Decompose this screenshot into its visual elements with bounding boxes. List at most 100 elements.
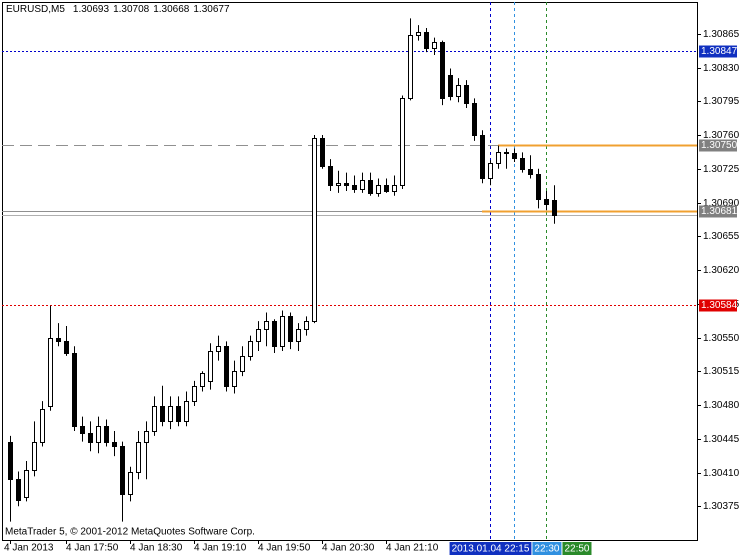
plot-border <box>2 2 698 541</box>
candle-body <box>40 409 45 443</box>
x-tick-label: 4 Jan 21:10 <box>386 543 439 554</box>
vline-label: 22:30 <box>534 544 559 555</box>
level-box <box>699 45 737 58</box>
x-tick-label: 4 Jan 17:50 <box>66 543 119 554</box>
candle-body <box>232 371 237 387</box>
x-tick-label: 4 Jan 20:30 <box>322 543 375 554</box>
y-tick-label: 1.30480 <box>703 400 740 411</box>
candle-body <box>320 138 325 167</box>
last-high: 1.30708 <box>113 4 150 15</box>
candle-body <box>384 185 389 192</box>
candle-body <box>200 373 205 387</box>
candle-body <box>440 42 445 99</box>
level-box <box>699 205 737 218</box>
x-tick-label: 4 Jan 19:50 <box>258 543 311 554</box>
candle-body <box>400 98 405 186</box>
vline-label: 2013.01.04 22:15 <box>452 544 530 555</box>
symbol: EURUSD,M5 <box>6 4 65 15</box>
candle-body <box>432 42 437 49</box>
candle-body <box>240 356 245 372</box>
y-tick-label: 1.30375 <box>703 501 740 512</box>
last-low: 1.30668 <box>153 4 190 15</box>
candle-body <box>64 341 69 354</box>
vline-label: 22:50 <box>564 544 589 555</box>
y-tick-label: 1.30410 <box>703 468 740 479</box>
candle-body <box>368 180 373 194</box>
candle-body <box>312 138 317 322</box>
candle-body <box>464 85 469 104</box>
candle-body <box>8 442 13 480</box>
y-tick-label: 1.30865 <box>703 29 740 40</box>
y-tick-label: 1.30550 <box>703 333 740 344</box>
candle-body <box>128 472 133 495</box>
candle-body <box>456 85 461 97</box>
candle-body <box>328 166 333 186</box>
candle-body <box>112 442 117 447</box>
candle-body <box>288 316 293 342</box>
candle-body <box>280 316 285 347</box>
candle-body <box>336 183 341 186</box>
level-label: 1.30681 <box>701 206 738 217</box>
vline-box <box>449 542 532 555</box>
y-tick-label: 1.30620 <box>703 265 740 276</box>
candle-body <box>24 470 29 498</box>
candle-body <box>376 185 381 194</box>
candle-body <box>424 32 429 49</box>
y-tick-label: 1.30515 <box>703 366 740 377</box>
x-tick-label: 4 Jan 19:10 <box>194 543 247 554</box>
last-open: 1.30693 <box>73 4 110 15</box>
candle-body <box>136 442 141 473</box>
candle-body <box>168 406 173 422</box>
candle-body <box>304 321 309 330</box>
candle-body <box>520 158 525 170</box>
candle-body <box>496 152 501 164</box>
candle-body <box>104 426 109 443</box>
candle-body <box>264 321 269 330</box>
candle-body <box>16 479 21 501</box>
candle-body <box>56 338 61 342</box>
y-tick-label: 1.30725 <box>703 164 740 175</box>
y-tick-label: 1.30655 <box>703 231 740 242</box>
y-tick-label: 1.30690 <box>703 198 740 209</box>
candle-body <box>352 185 357 190</box>
candle-body <box>480 135 485 179</box>
candle-body <box>80 426 85 434</box>
candle-body <box>360 180 365 190</box>
candle-body <box>224 346 229 387</box>
x-tick-label: 4 Jan 18:30 <box>130 543 183 554</box>
candle-body <box>528 169 533 175</box>
candle-body <box>208 351 213 382</box>
candle-body <box>184 401 189 422</box>
candle-body <box>344 183 349 186</box>
y-tick-label: 1.30830 <box>703 63 740 74</box>
x-tick-label: 4 Jan 2013 <box>4 543 54 554</box>
candle-body <box>448 75 453 97</box>
candle-body <box>152 406 157 432</box>
footer: MetaTrader 5, © 2001-2012 MetaQuotes Sof… <box>5 527 255 538</box>
y-tick-label: 1.30760 <box>703 130 740 141</box>
candle-body <box>120 446 125 495</box>
candle-body <box>88 433 93 443</box>
candle-body <box>544 199 549 205</box>
candle-body <box>160 406 165 422</box>
level-box <box>699 299 737 312</box>
candle-body <box>272 321 277 347</box>
candle-body <box>256 329 261 342</box>
candle-body <box>392 185 397 192</box>
level-label: 1.30750 <box>701 140 738 151</box>
candle-body <box>48 338 53 407</box>
candle-body <box>408 35 413 99</box>
chart-title: EURUSD,M5 1.30693 1.30708 1.30668 1.30677 <box>6 4 230 15</box>
candle-body <box>96 426 101 443</box>
candle-body <box>176 406 181 422</box>
candle-body <box>248 341 253 357</box>
level-box <box>699 139 737 152</box>
candle-body <box>72 353 77 427</box>
y-tick-label: 1.30795 <box>703 96 740 107</box>
candle-body <box>488 163 493 179</box>
candle-body <box>296 329 301 342</box>
candle-body <box>504 152 509 154</box>
candle-body <box>32 442 37 471</box>
